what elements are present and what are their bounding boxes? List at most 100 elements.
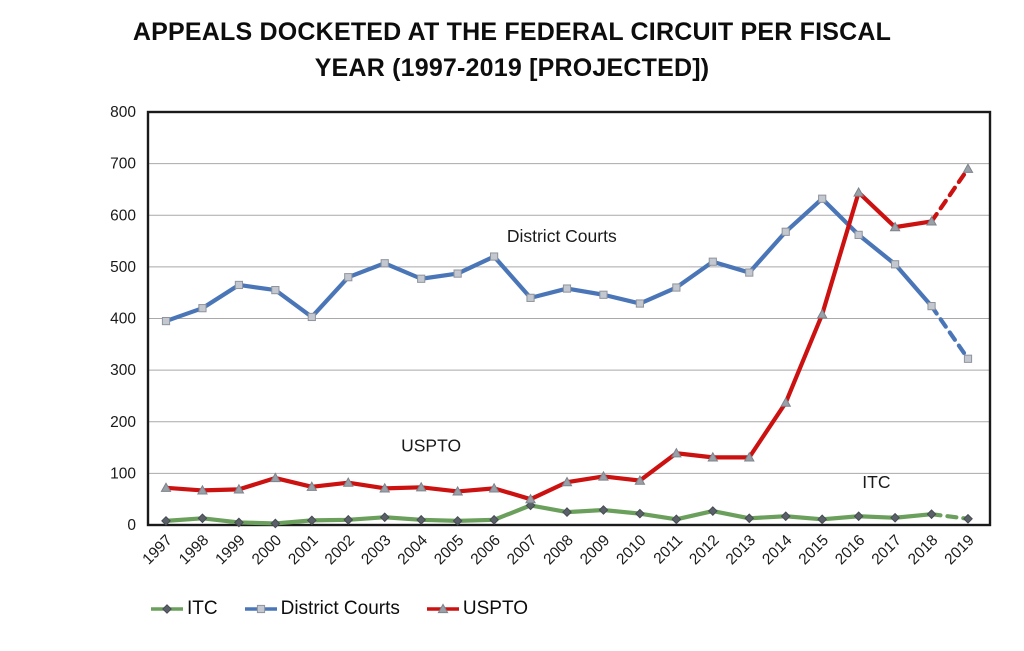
diamond-marker [306, 515, 317, 526]
square-marker [963, 354, 973, 363]
series-line-solid [163, 190, 934, 502]
y-tick-label: 300 [110, 362, 136, 379]
x-tick-label: 1999 [212, 532, 248, 568]
triangle-marker [160, 482, 172, 492]
y-tick-label: 800 [110, 104, 136, 121]
diamond-marker [562, 507, 572, 518]
x-tick-label: 2000 [249, 532, 286, 569]
x-tick-label: 2008 [540, 532, 576, 568]
triangle-marker [306, 481, 318, 491]
triangle-marker [670, 447, 682, 458]
square-marker [489, 252, 499, 261]
chart-legend: ITC District Courts USPTO [150, 598, 528, 620]
square-marker [161, 316, 171, 326]
series-itc [161, 500, 973, 529]
x-tick-label: 2017 [869, 532, 905, 568]
square-marker [344, 273, 353, 282]
diamond-marker [635, 508, 645, 519]
triangle-marker [816, 308, 828, 319]
triangle-marker [780, 397, 792, 407]
y-tick-label: 700 [110, 156, 136, 173]
diamond-marker [598, 505, 609, 515]
square-marker [635, 299, 645, 308]
y-tick-label: 600 [110, 207, 136, 224]
triangle-marker [889, 221, 901, 232]
y-tick-label: 100 [110, 465, 136, 482]
square-marker [234, 280, 244, 290]
series-label-district-courts: District Courts [507, 226, 617, 246]
triangle-marker [707, 451, 719, 462]
triangle-marker [926, 215, 937, 226]
square-marker [271, 286, 280, 295]
triangle-marker [437, 603, 449, 614]
x-tick-label: 1998 [176, 532, 212, 568]
triangle-marker [415, 481, 427, 492]
square-marker [672, 283, 681, 292]
x-tick-label: 2003 [358, 532, 394, 568]
square-marker [890, 260, 900, 269]
square-marker [453, 269, 462, 278]
series-line-solid [163, 503, 934, 526]
diamond-marker [379, 512, 390, 523]
diamond-marker [452, 515, 463, 526]
diamond-marker [489, 514, 499, 525]
x-tick-label: 2002 [322, 532, 358, 568]
triangle-marker [488, 482, 500, 493]
legend-swatch-triangle [426, 603, 459, 614]
diamond-marker [926, 509, 937, 520]
x-tick-label: 2011 [651, 532, 687, 568]
x-tick-label: 2019 [941, 532, 977, 568]
x-tick-label: 2010 [613, 532, 650, 569]
legend-item-district-courts: District Courts [244, 598, 400, 620]
plot-border [146, 110, 992, 527]
series-label-uspto: USPTO [401, 436, 461, 456]
diamond-marker [161, 515, 171, 526]
triangle-marker [743, 451, 755, 462]
y-tick-label: 0 [127, 517, 136, 534]
square-marker [708, 257, 717, 266]
diamond-marker [343, 514, 354, 525]
square-marker [380, 259, 389, 268]
x-tick-label: 2009 [577, 532, 613, 568]
x-tick-label: 2018 [905, 532, 941, 568]
x-tick-label: 2016 [832, 532, 868, 568]
diamond-marker [707, 506, 718, 516]
series-line-projected [929, 512, 971, 521]
diamond-marker [780, 511, 791, 522]
x-tick-label: 2005 [431, 532, 467, 568]
x-tick-label: 2006 [468, 532, 504, 568]
square-marker [599, 290, 608, 299]
diamond-marker [197, 513, 208, 524]
x-tick-label: 2012 [686, 532, 722, 568]
diamond-marker [744, 513, 755, 524]
triangle-marker [962, 163, 974, 173]
y-tick-label: 200 [110, 414, 136, 431]
triangle-marker [233, 483, 245, 494]
legend-item-itc: ITC [150, 598, 218, 620]
legend-item-uspto: USPTO [426, 598, 528, 620]
triangle-marker [342, 477, 354, 487]
y-axis-labels: 0 100 200 300 400 500 600 700 800 [110, 104, 136, 534]
legend-label: District Courts [280, 598, 400, 619]
gridlines [148, 111, 990, 526]
diamond-marker [416, 514, 427, 525]
triangle-marker [525, 493, 536, 504]
diamond-marker [963, 513, 973, 524]
x-tick-label: 2001 [285, 532, 321, 568]
triangle-marker [634, 474, 646, 485]
diamond-marker [525, 500, 536, 511]
chart-title-line2: YEAR (1997-2019 [PROJECTED]) [314, 54, 710, 82]
square-marker [745, 268, 754, 277]
square-marker [927, 302, 936, 311]
square-marker [417, 274, 426, 283]
chart-title: APPEALS DOCKETED AT THE FEDERAL CIRCUIT … [0, 0, 1024, 86]
diamond-marker [671, 514, 682, 525]
triangle-marker [452, 485, 464, 496]
x-tick-label: 2004 [395, 532, 432, 569]
x-tick-label: 1997 [139, 532, 175, 568]
triangle-marker [197, 484, 208, 495]
square-marker [198, 304, 207, 313]
square-marker [307, 312, 316, 322]
square-marker [526, 293, 535, 302]
